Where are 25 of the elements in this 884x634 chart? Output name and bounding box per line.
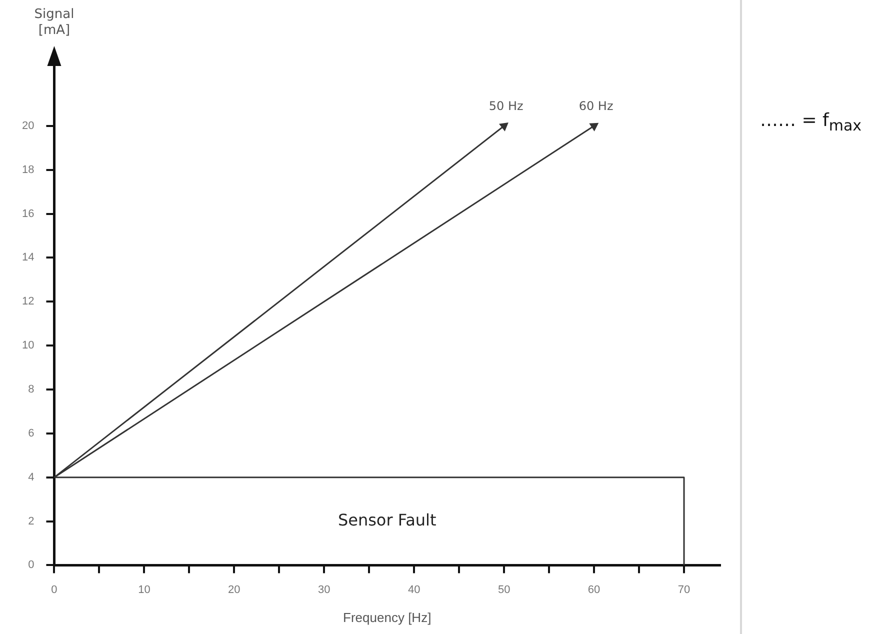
- y-tick-label: 8: [28, 384, 34, 396]
- x-tick-label: 60: [588, 584, 600, 596]
- y-tick-label: 18: [22, 164, 34, 176]
- y-tick-label: 10: [22, 340, 34, 352]
- series-label: 50 Hz: [488, 98, 524, 113]
- y-tick-label: 6: [28, 427, 34, 440]
- y-tick-label: 0: [28, 559, 34, 572]
- y-tick-label: 12: [22, 296, 34, 308]
- y-tick-label: 20: [22, 120, 34, 132]
- x-tick-label: 20: [228, 584, 240, 596]
- x-tick-label: 50: [498, 584, 510, 596]
- annotation: Sensor Fault: [338, 510, 436, 530]
- y-axis-title: Signal [mA]: [34, 7, 74, 38]
- x-tick-label: 40: [408, 584, 420, 596]
- y-tick-label: 16: [22, 208, 34, 220]
- text: …… = f$_{max}$: [760, 110, 862, 135]
- series-label: 60 Hz: [578, 98, 614, 113]
- y-tick-label: 2: [28, 515, 34, 528]
- y-tick-label: 14: [22, 252, 34, 264]
- x-tick-label: 30: [318, 584, 330, 596]
- x-axis-title: Frequency [Hz]: [343, 610, 432, 625]
- x-tick-label: 0: [51, 584, 58, 596]
- y-tick-label: 4: [28, 471, 34, 484]
- x-tick-label: 10: [138, 584, 150, 596]
- x-tick-label: 70: [678, 584, 690, 596]
